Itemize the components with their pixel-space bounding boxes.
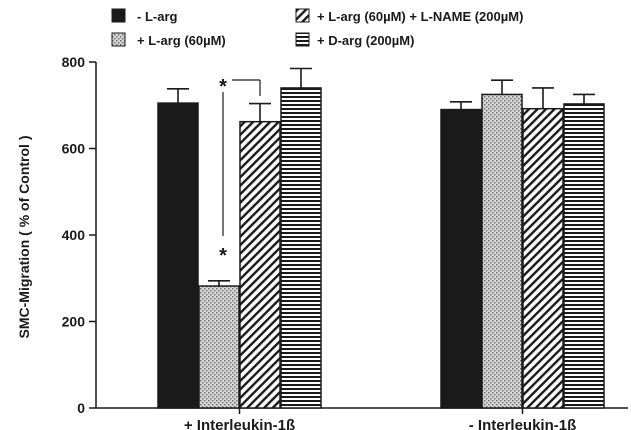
bar <box>481 93 523 409</box>
bar <box>563 103 605 409</box>
bar <box>522 107 564 409</box>
legend-swatch <box>111 8 126 23</box>
bar <box>440 108 482 409</box>
legend-swatch <box>111 32 126 47</box>
legend-label: + D-arg (200µM) <box>317 33 414 48</box>
legend-label: + L-arg (60µM) <box>137 33 226 48</box>
legend-item-l-arg-60: + L-arg (60µM) <box>111 32 226 48</box>
x-category-label: - Interleukin-1ß <box>469 417 577 430</box>
y-tick-label: 600 <box>62 141 86 157</box>
y-tick-label: 0 <box>77 400 85 416</box>
bar <box>157 102 199 409</box>
bar <box>280 87 322 409</box>
legend-item-l-arg-l-name: + L-arg (60µM) + L-NAME (200µM) <box>295 8 523 24</box>
significance-asterisk-mid: * <box>219 245 227 267</box>
bar <box>198 285 240 409</box>
y-axis-title: SMC-Migration ( % of Control ) <box>16 136 32 339</box>
y-tick-label: 800 <box>62 54 86 70</box>
y-tick-label: 200 <box>62 314 86 330</box>
legend-label: + L-arg (60µM) + L-NAME (200µM) <box>317 9 523 24</box>
legend-swatch <box>295 8 310 23</box>
y-tick-label: 400 <box>62 227 86 243</box>
legend-label: - L-arg <box>137 9 178 24</box>
legend-swatch <box>295 32 310 47</box>
significance-asterisk-top: * <box>219 76 227 98</box>
legend-item-d-arg: + D-arg (200µM) <box>295 32 414 48</box>
bar <box>239 120 281 409</box>
legend-item-l-arg-minus: - L-arg <box>111 8 178 24</box>
chart-legend: - L-arg + L-arg (60µM) + L-arg (60µM) + … <box>111 8 523 48</box>
significance-annotation: * * <box>219 76 261 267</box>
x-category-label: + Interleukin-1ß <box>184 417 295 430</box>
